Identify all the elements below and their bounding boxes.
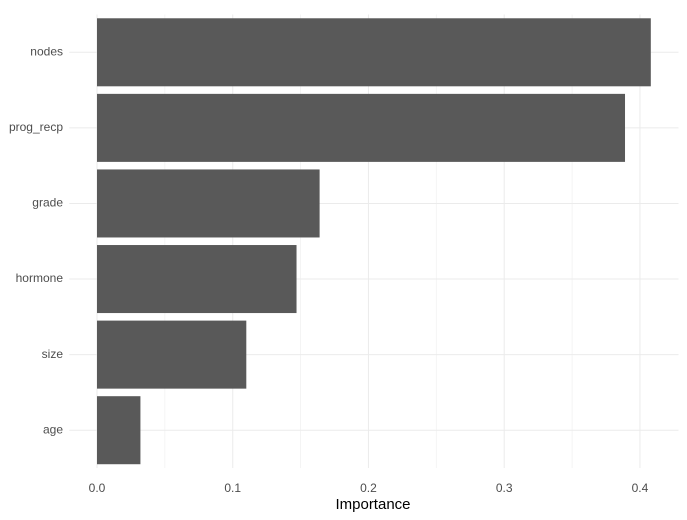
bar [96, 320, 247, 389]
bar [96, 396, 141, 465]
x-axis-title: Importance [335, 496, 410, 513]
y-tick-label: age [43, 422, 63, 436]
y-tick-label: hormone [16, 271, 64, 285]
y-tick-label: grade [32, 196, 63, 210]
x-tick-label: 0.0 [89, 481, 106, 495]
bar [96, 18, 651, 87]
y-tick-label: size [42, 347, 64, 361]
bar [96, 93, 626, 162]
bar [96, 245, 297, 314]
y-tick-label: nodes [30, 44, 63, 58]
bar [96, 169, 320, 238]
y-tick-label: prog_recp [9, 120, 63, 134]
x-tick-label: 0.2 [360, 481, 377, 495]
x-tick-label: 0.1 [224, 481, 241, 495]
x-tick-label: 0.4 [632, 481, 649, 495]
x-tick-label: 0.3 [496, 481, 513, 495]
